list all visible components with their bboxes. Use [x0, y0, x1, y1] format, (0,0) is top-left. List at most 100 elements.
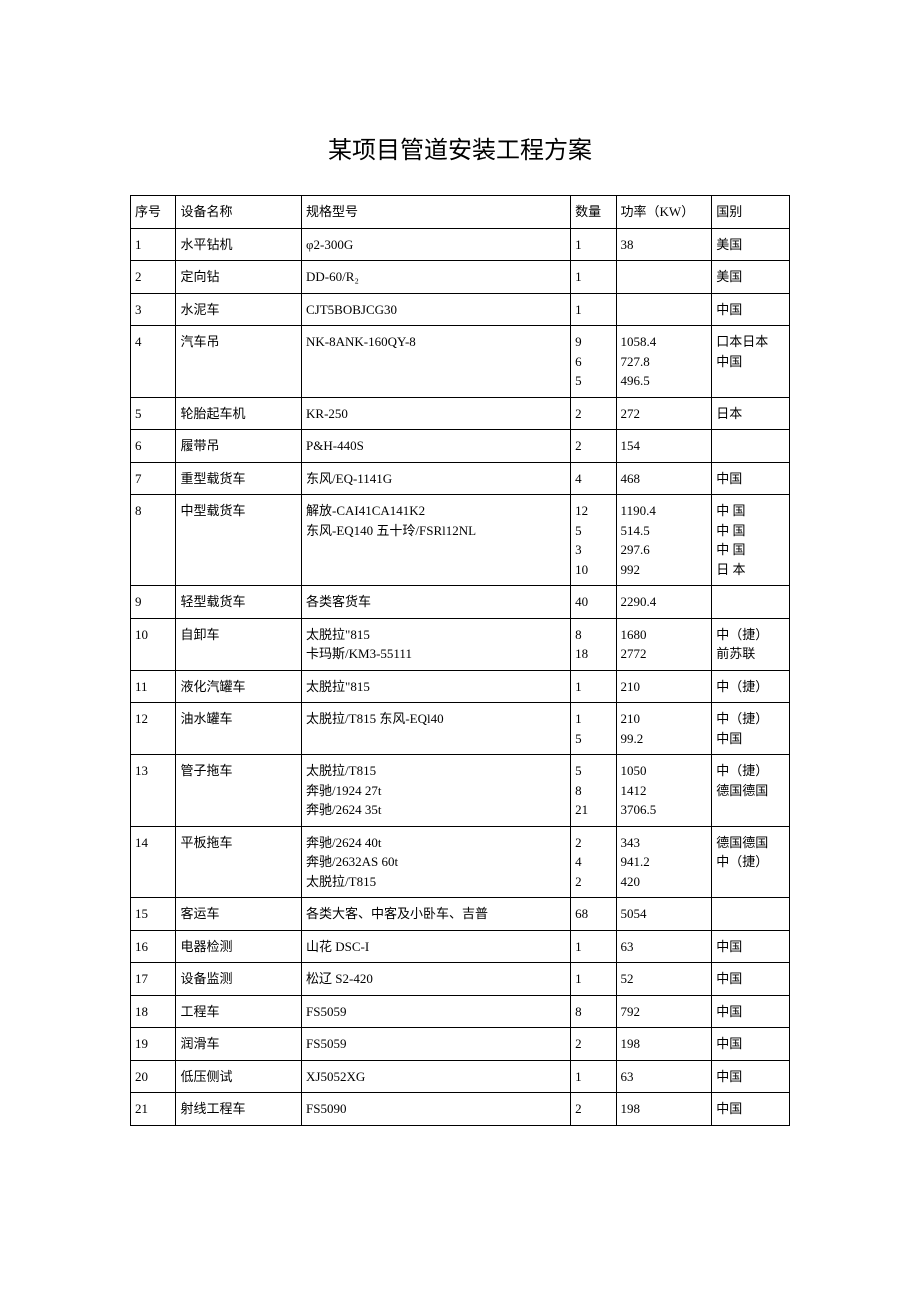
cell-qty: 1 5 — [571, 703, 616, 755]
cell-qty: 12 5 3 10 — [571, 495, 616, 586]
cell-country: 中国 — [712, 293, 790, 326]
cell-seq: 12 — [131, 703, 176, 755]
cell-qty: 8 — [571, 995, 616, 1028]
table-body: 1水平钻机φ2-300G138美国2定向钻DD-60/R₂1美国3水泥车CJT5… — [131, 228, 790, 1125]
cell-country: 中 国 中 国 中 国 日 本 — [712, 495, 790, 586]
cell-model: 各类客货车 — [302, 586, 571, 619]
cell-name: 轮胎起车机 — [176, 397, 302, 430]
cell-power: 198 — [616, 1093, 712, 1126]
cell-seq: 14 — [131, 826, 176, 898]
cell-country: 中国 — [712, 1028, 790, 1061]
cell-name: 重型载货车 — [176, 462, 302, 495]
table-row: 14平板拖车奔驰/2624 40t 奔驰/2632AS 60t 太脱拉/T815… — [131, 826, 790, 898]
cell-name: 水平钻机 — [176, 228, 302, 261]
cell-qty: 1 — [571, 1060, 616, 1093]
cell-qty: 8 18 — [571, 618, 616, 670]
cell-country: 中国 — [712, 930, 790, 963]
table-row: 7重型载货车东风/EQ-1141G4468中国 — [131, 462, 790, 495]
equipment-table: 序号 设备名称 规格型号 数量 功率（KW） 国别 1水平钻机φ2-300G13… — [130, 195, 790, 1126]
table-row: 3水泥车CJT5BOBJCG301中国 — [131, 293, 790, 326]
table-row: 5轮胎起车机KR-2502272日本 — [131, 397, 790, 430]
cell-qty: 1 — [571, 963, 616, 996]
cell-country: 中（捷） 德国德国 — [712, 755, 790, 827]
cell-qty: 68 — [571, 898, 616, 931]
cell-power: 63 — [616, 1060, 712, 1093]
cell-qty: 1 — [571, 293, 616, 326]
cell-power: 38 — [616, 228, 712, 261]
cell-model: 山花 DSC-I — [302, 930, 571, 963]
cell-country — [712, 430, 790, 463]
cell-name: 设备监测 — [176, 963, 302, 996]
cell-qty: 2 — [571, 397, 616, 430]
cell-seq: 2 — [131, 261, 176, 294]
cell-name: 自卸车 — [176, 618, 302, 670]
cell-power: 1190.4 514.5 297.6 992 — [616, 495, 712, 586]
cell-qty: 9 6 5 — [571, 326, 616, 398]
cell-qty: 4 — [571, 462, 616, 495]
cell-country: 中（捷） 中国 — [712, 703, 790, 755]
cell-country: 中国 — [712, 963, 790, 996]
cell-model: 太脱拉"815 卡玛斯/KM3-55111 — [302, 618, 571, 670]
table-row: 4汽车吊NK-8ANK-160QY-89 6 51058.4 727.8 496… — [131, 326, 790, 398]
table-row: 21射线工程车FS50902198中国 — [131, 1093, 790, 1126]
cell-name: 低压侧试 — [176, 1060, 302, 1093]
cell-power: 1680 2772 — [616, 618, 712, 670]
table-row: 8中型载货车解放-CAI41CA141K2 东风-EQ140 五十玲/FSRl1… — [131, 495, 790, 586]
cell-model: KR-250 — [302, 397, 571, 430]
cell-seq: 5 — [131, 397, 176, 430]
cell-name: 汽车吊 — [176, 326, 302, 398]
cell-power — [616, 261, 712, 294]
cell-model: XJ5052XG — [302, 1060, 571, 1093]
cell-model: FS5059 — [302, 995, 571, 1028]
cell-seq: 21 — [131, 1093, 176, 1126]
cell-model: 太脱拉/T815 东风-EQl40 — [302, 703, 571, 755]
cell-qty: 2 — [571, 430, 616, 463]
cell-qty: 1 — [571, 261, 616, 294]
header-seq: 序号 — [131, 196, 176, 229]
cell-power: 272 — [616, 397, 712, 430]
table-row: 9轻型载货车各类客货车402290.4 — [131, 586, 790, 619]
cell-name: 液化汽罐车 — [176, 670, 302, 703]
cell-qty: 1 — [571, 228, 616, 261]
header-name: 设备名称 — [176, 196, 302, 229]
cell-power: 5054 — [616, 898, 712, 931]
cell-model: DD-60/R₂ — [302, 261, 571, 294]
cell-model: NK-8ANK-160QY-8 — [302, 326, 571, 398]
cell-seq: 9 — [131, 586, 176, 619]
cell-model: CJT5BOBJCG30 — [302, 293, 571, 326]
cell-country: 德国德国 中（捷） — [712, 826, 790, 898]
header-country: 国别 — [712, 196, 790, 229]
header-model: 规格型号 — [302, 196, 571, 229]
header-power: 功率（KW） — [616, 196, 712, 229]
cell-country: 美国 — [712, 261, 790, 294]
cell-seq: 1 — [131, 228, 176, 261]
cell-country: 中国 — [712, 1060, 790, 1093]
cell-seq: 6 — [131, 430, 176, 463]
cell-seq: 18 — [131, 995, 176, 1028]
cell-power: 210 99.2 — [616, 703, 712, 755]
cell-qty: 1 — [571, 670, 616, 703]
cell-seq: 8 — [131, 495, 176, 586]
cell-country: 中（捷） 前苏联 — [712, 618, 790, 670]
cell-name: 管子拖车 — [176, 755, 302, 827]
cell-name: 工程车 — [176, 995, 302, 1028]
table-header-row: 序号 设备名称 规格型号 数量 功率（KW） 国别 — [131, 196, 790, 229]
cell-power — [616, 293, 712, 326]
table-row: 19润滑车FS50592198中国 — [131, 1028, 790, 1061]
cell-country: 中国 — [712, 995, 790, 1028]
table-row: 16电器检测山花 DSC-I163中国 — [131, 930, 790, 963]
cell-country: 中国 — [712, 1093, 790, 1126]
cell-seq: 7 — [131, 462, 176, 495]
table-row: 13管子拖车太脱拉/T815 奔驰/1924 27t 奔驰/2624 35t5 … — [131, 755, 790, 827]
cell-country: 日本 — [712, 397, 790, 430]
cell-qty: 40 — [571, 586, 616, 619]
cell-power: 343 941.2 420 — [616, 826, 712, 898]
cell-model: 各类大客、中客及小卧车、吉普 — [302, 898, 571, 931]
table-row: 10自卸车太脱拉"815 卡玛斯/KM3-551118 181680 2772中… — [131, 618, 790, 670]
cell-model: 太脱拉/T815 奔驰/1924 27t 奔驰/2624 35t — [302, 755, 571, 827]
table-row: 1水平钻机φ2-300G138美国 — [131, 228, 790, 261]
cell-country: 中国 — [712, 462, 790, 495]
cell-seq: 10 — [131, 618, 176, 670]
cell-power: 198 — [616, 1028, 712, 1061]
table-row: 2定向钻DD-60/R₂1美国 — [131, 261, 790, 294]
